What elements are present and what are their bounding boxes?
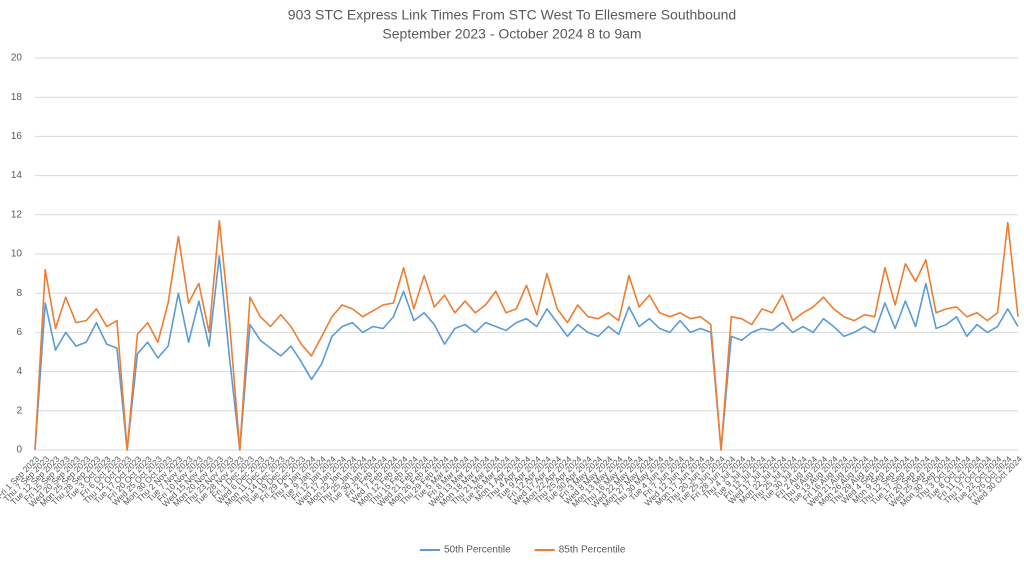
y-tick-label: 10 [11,249,23,260]
y-tick-label: 14 [11,170,23,181]
y-tick-label: 16 [11,131,23,142]
y-tick-label: 12 [11,209,23,220]
series-line [34,255,1019,451]
chart-subtitle: September 2023 - October 2024 8 to 9am [382,26,641,42]
y-tick-label: 18 [11,92,23,103]
y-tick-label: 20 [11,53,23,64]
y-tick-label: 4 [16,366,22,377]
y-tick-label: 0 [16,445,22,456]
legend-label: 85th Percentile [559,545,626,556]
y-tick-label: 8 [16,288,22,299]
series-line [34,219,1019,451]
chart-title: 903 STC Express Link Times From STC West… [288,7,736,23]
legend-label: 50th Percentile [444,545,511,556]
y-tick-label: 6 [16,327,22,338]
y-tick-label: 2 [16,405,22,416]
